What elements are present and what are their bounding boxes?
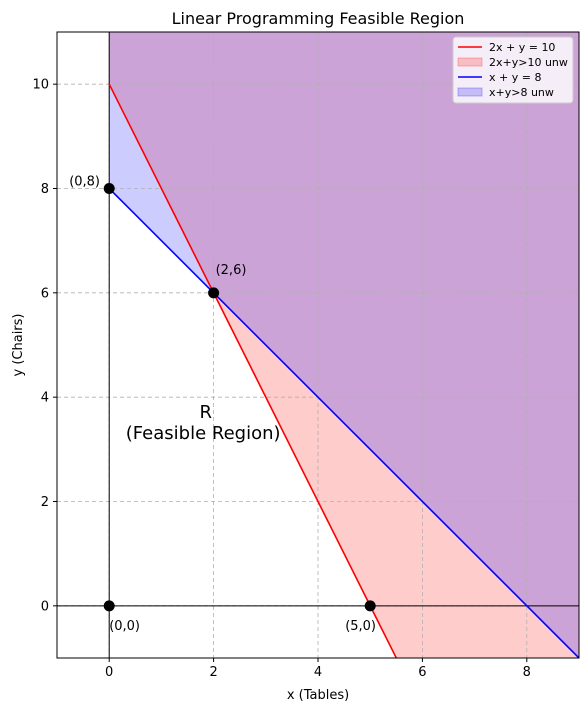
x-tick-label: 4	[314, 665, 322, 680]
y-tick-label: 6	[41, 286, 49, 301]
legend-label: x + y = 8	[489, 71, 541, 84]
legend-region-swatch	[457, 87, 483, 97]
vertex-label: (5,0)	[345, 619, 376, 634]
y-tick-label: 4	[41, 391, 49, 406]
x-axis-title: x (Tables)	[287, 688, 349, 703]
x-tick-label: 8	[523, 665, 531, 680]
y-axis-title: y (Chairs)	[11, 314, 26, 377]
vertex-point	[103, 600, 115, 612]
vertex-label: (2,6)	[216, 263, 247, 278]
legend-region-swatch	[457, 57, 483, 67]
y-tick-label: 8	[41, 182, 49, 197]
vertex-point	[208, 287, 220, 299]
legend: 2x + y = 10 2x+y>10 unw x + y = 8 x+y>8 unw	[452, 36, 574, 104]
y-tick-label: 10	[32, 78, 49, 93]
line-x-y-8	[108, 187, 579, 658]
legend-label: 2x + y = 10	[489, 41, 555, 54]
x-tick-label: 6	[418, 665, 426, 680]
legend-label: x+y>8 unw	[489, 86, 554, 99]
legend-label: 2x+y>10 unw	[489, 56, 568, 69]
vertex-point	[103, 183, 115, 194]
vertex-label: (0,8)	[69, 175, 100, 190]
region-name-label: (Feasible Region)	[126, 423, 281, 444]
vertex-point	[364, 600, 376, 612]
legend-box	[452, 36, 574, 104]
y-tick-label: 2	[41, 495, 49, 510]
line-2x-y-10	[108, 83, 398, 658]
x-tick-label: 2	[209, 665, 217, 680]
x-tick-label: 0	[105, 665, 113, 680]
y-tick-label: 0	[41, 599, 49, 614]
vertex-label: (0,0)	[109, 619, 140, 634]
chart-title: Linear Programming Feasible Region	[172, 9, 465, 28]
region-letter-label: R	[200, 402, 213, 423]
